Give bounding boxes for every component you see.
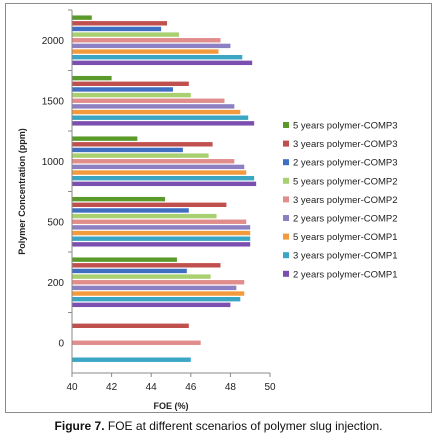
legend-label: 2 years polymer-COMP3: [293, 158, 398, 169]
legend-label: 3 years polymer-COMP2: [293, 195, 398, 206]
bar: [72, 75, 112, 81]
y-tick-label: 1000: [42, 157, 65, 168]
legend-label: 3 years polymer-COMP1: [293, 251, 398, 262]
bar: [72, 230, 251, 236]
legend-label: 3 years polymer-COMP3: [293, 139, 398, 150]
bar: [72, 196, 166, 202]
x-tick-label: 50: [264, 382, 276, 393]
y-tick-label: 2000: [42, 36, 65, 47]
x-tick-label: 40: [66, 382, 78, 393]
bar: [72, 15, 92, 20]
bar: [72, 109, 241, 115]
bar: [72, 142, 213, 147]
caption-text: FOE at different scenarios of polymer sl…: [107, 419, 383, 433]
legend-swatch: [283, 159, 289, 166]
legend-swatch: [283, 252, 289, 259]
bar: [72, 176, 255, 181]
legend-swatch: [283, 233, 289, 240]
bar: [72, 32, 179, 37]
bar: [72, 49, 219, 54]
bar: [72, 26, 162, 32]
bar: [72, 297, 241, 302]
bar: [72, 202, 227, 207]
legend-swatch: [283, 270, 289, 277]
bar: [72, 43, 231, 49]
chart-frame: [5, 3, 432, 413]
bar: [72, 213, 217, 219]
bar: [72, 153, 209, 158]
legend-swatch: [283, 215, 289, 221]
bar: [72, 121, 255, 126]
x-tick-label: 42: [106, 382, 118, 393]
figure-caption: Figure 7. FOE at different scenarios of …: [0, 419, 437, 433]
bar: [72, 291, 245, 296]
bar: [72, 181, 257, 187]
y-tick-label: 0: [58, 338, 64, 349]
bar: [72, 164, 245, 170]
y-tick-label: 500: [47, 217, 64, 228]
bar: [72, 263, 221, 268]
bar: [72, 87, 173, 92]
bar: [72, 274, 211, 279]
y-axis-title: Polymer Concentration (ppm): [17, 128, 27, 255]
bar: [72, 98, 225, 103]
bar: [72, 21, 168, 26]
bar: [72, 340, 201, 345]
bar: [72, 257, 177, 262]
legend-label: 5 years polymer-COMP1: [293, 232, 398, 243]
legend-label: 5 years polymer-COMP3: [293, 121, 398, 132]
bar: [72, 147, 183, 153]
bar: [72, 302, 231, 308]
bar: [72, 60, 253, 66]
legend-swatch: [283, 122, 289, 128]
bar: [72, 268, 187, 274]
caption-label: Figure 7.: [54, 419, 105, 433]
bar: [72, 208, 189, 213]
legend-swatch: [283, 177, 289, 184]
bar: [72, 219, 247, 224]
bar: [72, 323, 189, 328]
bar: [72, 225, 251, 230]
bar: [72, 170, 247, 175]
bar: [72, 285, 237, 291]
bar: [72, 92, 191, 98]
bar: [72, 55, 243, 60]
x-tick-label: 46: [185, 382, 197, 393]
bar: [72, 242, 251, 247]
legend-label: 2 years polymer-COMP1: [293, 269, 398, 280]
bar: [72, 236, 251, 241]
y-tick-label: 200: [47, 278, 64, 289]
bar: [72, 81, 189, 86]
bar: [72, 280, 245, 285]
bar: [72, 357, 191, 362]
legend-swatch: [283, 140, 289, 147]
legend-label: 2 years polymer-COMP2: [293, 214, 398, 225]
chart: 0 200 500 1000 1500 2000 40 42 44 46 48 50 FOE (%) Po…: [17, 9, 398, 411]
legend-swatch: [283, 196, 289, 203]
bar: [72, 115, 249, 120]
bar: [72, 38, 221, 43]
x-axis-title: FOE (%): [154, 401, 189, 411]
legend-label: 5 years polymer-COMP2: [293, 176, 398, 187]
y-tick-label: 1500: [42, 96, 65, 107]
bar: [72, 159, 235, 164]
x-tick-label: 48: [225, 382, 237, 393]
bar: [72, 104, 235, 109]
x-tick-label: 44: [146, 382, 158, 393]
bar: [72, 136, 138, 141]
